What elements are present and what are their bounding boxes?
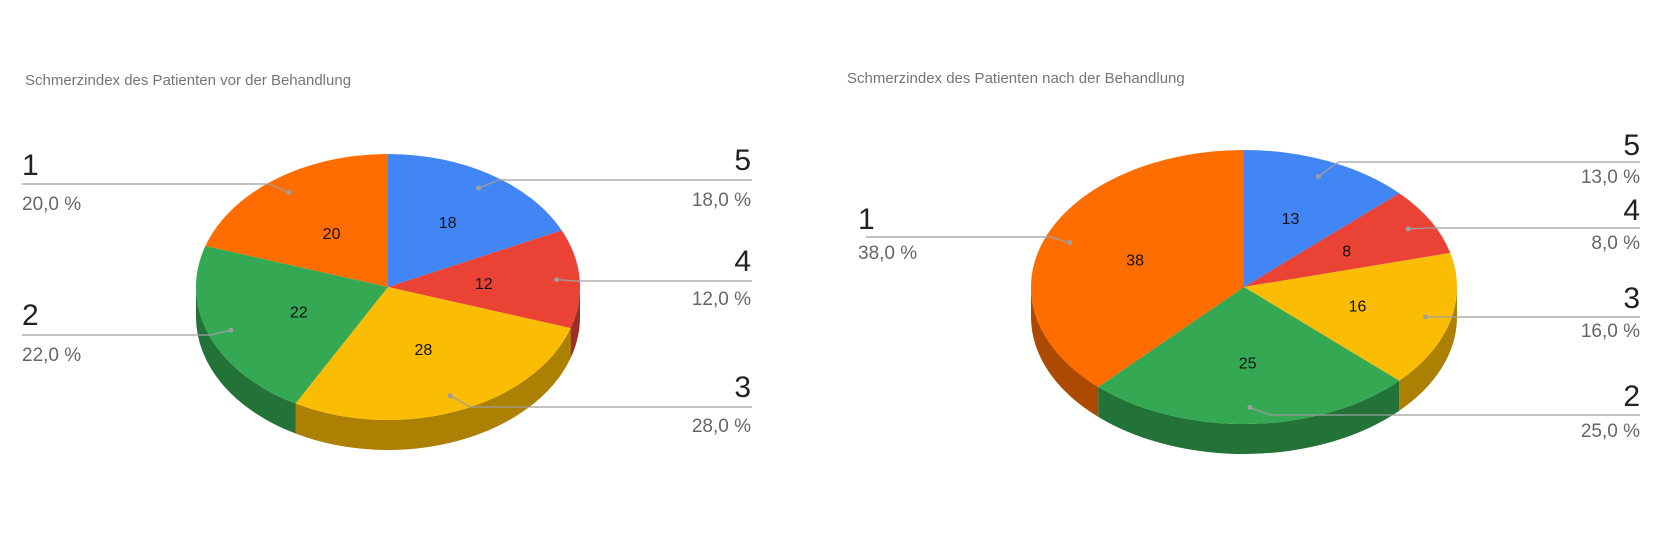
legend-percent-5: 18,0 % bbox=[692, 190, 751, 211]
pie-slice-1[interactable] bbox=[205, 154, 388, 287]
pie-slice-5[interactable] bbox=[1244, 150, 1400, 287]
slice-value-label-2: 25 bbox=[1239, 355, 1257, 372]
legend-category-2: 2 bbox=[1623, 380, 1640, 413]
leader-line-4 bbox=[556, 279, 752, 282]
pie-slice-2[interactable] bbox=[196, 245, 388, 404]
pie-side-4 bbox=[570, 287, 580, 359]
slice-value-label-2: 22 bbox=[290, 304, 308, 321]
legend-percent-5: 13,0 % bbox=[1581, 167, 1640, 188]
leader-line-1 bbox=[866, 236, 1070, 244]
legend-percent-4: 8,0 % bbox=[1591, 233, 1640, 254]
legend-category-3: 3 bbox=[1623, 282, 1640, 315]
legend-category-1: 1 bbox=[858, 203, 875, 236]
pie-slice-5[interactable] bbox=[388, 154, 562, 287]
legend-category-4: 4 bbox=[734, 245, 751, 278]
leader-line-5 bbox=[478, 179, 752, 189]
slice-value-label-1: 38 bbox=[1126, 252, 1144, 269]
slice-value-label-4: 12 bbox=[475, 276, 493, 293]
leader-line-5 bbox=[1318, 161, 1640, 177]
pie-slice-3[interactable] bbox=[295, 287, 571, 420]
pie-slice-4[interactable] bbox=[1244, 193, 1451, 287]
pie-side-1 bbox=[1031, 287, 1099, 417]
legend-category-5: 5 bbox=[1623, 129, 1640, 162]
legend-percent-3: 16,0 % bbox=[1581, 321, 1640, 342]
legend-category-5: 5 bbox=[734, 144, 751, 177]
slice-value-label-5: 13 bbox=[1282, 211, 1300, 228]
slice-value-label-3: 28 bbox=[414, 342, 432, 359]
chart-title-after: Schmerzindex des Patienten nach der Beha… bbox=[847, 70, 1185, 87]
legend-percent-1: 38,0 % bbox=[858, 243, 917, 264]
legend-percent-1: 20,0 % bbox=[22, 194, 81, 215]
leader-line-2 bbox=[1249, 406, 1640, 416]
pie-side-2 bbox=[196, 287, 296, 434]
slice-value-label-1: 20 bbox=[323, 226, 341, 243]
slice-value-label-3: 16 bbox=[1349, 299, 1367, 316]
legend-percent-4: 12,0 % bbox=[692, 289, 751, 310]
legend-category-3: 3 bbox=[734, 371, 751, 404]
legend-category-1: 1 bbox=[22, 149, 39, 182]
leader-line-1 bbox=[22, 183, 289, 193]
legend-percent-2: 25,0 % bbox=[1581, 421, 1640, 442]
pie-side-3 bbox=[295, 328, 571, 450]
pie-chart-after: 13 5 13,0 % 8 4 8,0 % 16 3 16,0 % 25 2 25,0 % 38 1 38,… bbox=[858, 129, 1640, 454]
leader-line-3 bbox=[449, 395, 752, 408]
legend-percent-2: 22,0 % bbox=[22, 345, 81, 366]
pie-side-2 bbox=[1098, 380, 1400, 454]
leader-line-4 bbox=[1408, 227, 1640, 230]
slice-value-label-4: 8 bbox=[1342, 244, 1351, 261]
legend-percent-3: 28,0 % bbox=[692, 416, 751, 437]
pie-slice-2[interactable] bbox=[1098, 287, 1400, 424]
legend-category-2: 2 bbox=[22, 299, 39, 332]
slice-value-label-5: 18 bbox=[439, 215, 457, 232]
pie-slice-3[interactable] bbox=[1244, 252, 1457, 381]
leader-line-2 bbox=[22, 329, 232, 336]
legend-category-4: 4 bbox=[1623, 194, 1640, 227]
pie-slice-4[interactable] bbox=[388, 230, 581, 329]
chart-title-before: Schmerzindex des Patienten vor der Behan… bbox=[25, 72, 352, 89]
pie-side-3 bbox=[1399, 287, 1458, 411]
pie-slice-1[interactable] bbox=[1031, 150, 1244, 387]
